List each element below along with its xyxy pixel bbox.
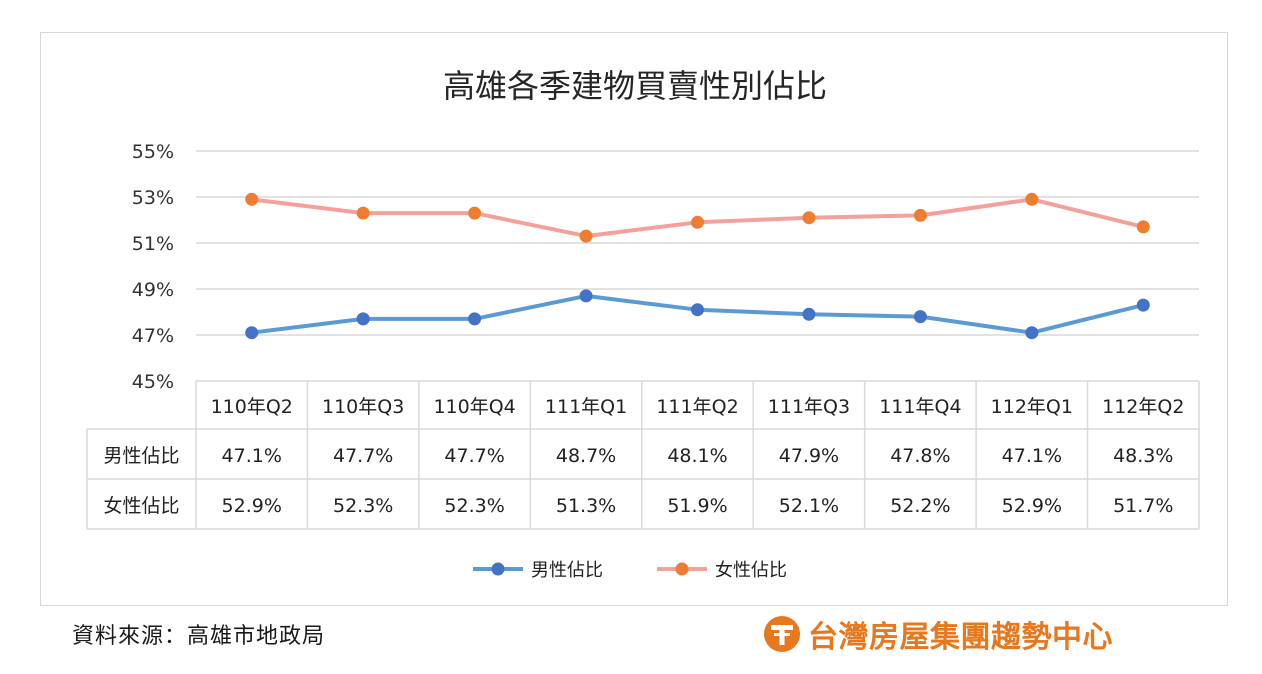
data-point [579,289,593,303]
data-point [802,307,816,321]
table-cell-value: 48.7% [556,445,616,467]
y-tick-label: 55% [132,141,174,163]
chart-frame: 高雄各季建物買賣性別佔比 55% 53% 51% 49% 47% 45% 110年Q2 11… [40,32,1228,606]
gridlines [196,150,1199,382]
legend-label: 男性佔比 [531,560,603,581]
x-category-label: 111年Q4 [879,396,961,418]
table-cell-value: 48.1% [667,445,727,467]
y-tick-label: 53% [132,187,174,209]
table-cell-value: 47.8% [890,445,950,467]
data-point [1136,220,1150,234]
x-category-label: 111年Q1 [545,396,627,418]
table-cell-value: 51.7% [1113,495,1173,517]
y-tick-label: 45% [132,371,174,393]
data-point [1025,326,1039,340]
data-point [579,229,593,243]
x-category-label: 111年Q2 [656,396,738,418]
data-point [802,211,816,225]
data-point [1025,192,1039,206]
data-point [356,312,370,326]
x-category-label: 110年Q3 [322,396,404,418]
table-cell-value: 47.1% [1002,445,1062,467]
table-cell-value: 47.1% [222,445,282,467]
chart-title: 高雄各季建物買賣性別佔比 [443,67,827,105]
brand-logo-icon [764,616,800,652]
data-point [245,326,259,340]
x-category-label: 112年Q2 [1102,396,1184,418]
data-table: 110年Q2 110年Q3 110年Q4 111年Q1 111年Q2 111年Q3 111年… [86,381,1200,530]
table-row-label: 女性佔比 [103,495,179,517]
y-tick-label: 49% [132,279,174,301]
data-point [468,312,482,326]
table-cell-value: 52.3% [333,495,393,517]
data-point [691,303,704,317]
table-cell-value: 47.9% [779,445,839,467]
source-note: 資料來源：高雄市地政局 [72,624,326,649]
y-axis-ticks: 55% 53% 51% 49% 47% 45% [132,141,174,393]
line-chart: 高雄各季建物買賣性別佔比 55%53%51%49%47%45% 110年Q2 11… [86,67,1200,581]
table-cell-value: 51.9% [667,495,727,517]
legend-label: 女性佔比 [715,560,787,581]
brand-footer: 台灣房屋集團趨勢中心 [762,612,1113,656]
data-point [468,206,482,220]
legend-marker [491,562,505,576]
data-point [691,215,704,229]
data-point [913,310,927,324]
legend-marker [675,562,689,576]
x-category-label: 110年Q4 [433,396,515,418]
x-category-label: 112年Q1 [991,396,1073,418]
y-tick-label: 47% [132,325,174,347]
table-cell-value: 51.3% [556,495,616,517]
table-row-label: 男性佔比 [103,445,179,467]
table-cell-value: 52.9% [222,495,282,517]
table-cell-value: 48.3% [1113,445,1173,467]
table-cell-value: 52.1% [779,495,839,517]
data-point [356,206,370,220]
table-cell-value: 52.9% [1002,495,1062,517]
brand-name: 台灣房屋集團趨勢中心 [808,620,1113,655]
data-point [245,192,259,206]
y-tick-label: 51% [132,233,174,255]
table-cell-value: 52.3% [444,495,504,517]
table-cell-value: 52.2% [890,495,950,517]
series-markers [245,192,1150,340]
table-cell-value: 47.7% [333,445,393,467]
table-cell-value: 47.7% [444,445,504,467]
x-category-label: 111年Q3 [768,396,850,418]
legend: 男性佔比 女性佔比 [473,560,787,581]
x-category-label: 110年Q2 [211,396,293,418]
data-point [913,208,927,222]
data-point [1136,298,1150,312]
